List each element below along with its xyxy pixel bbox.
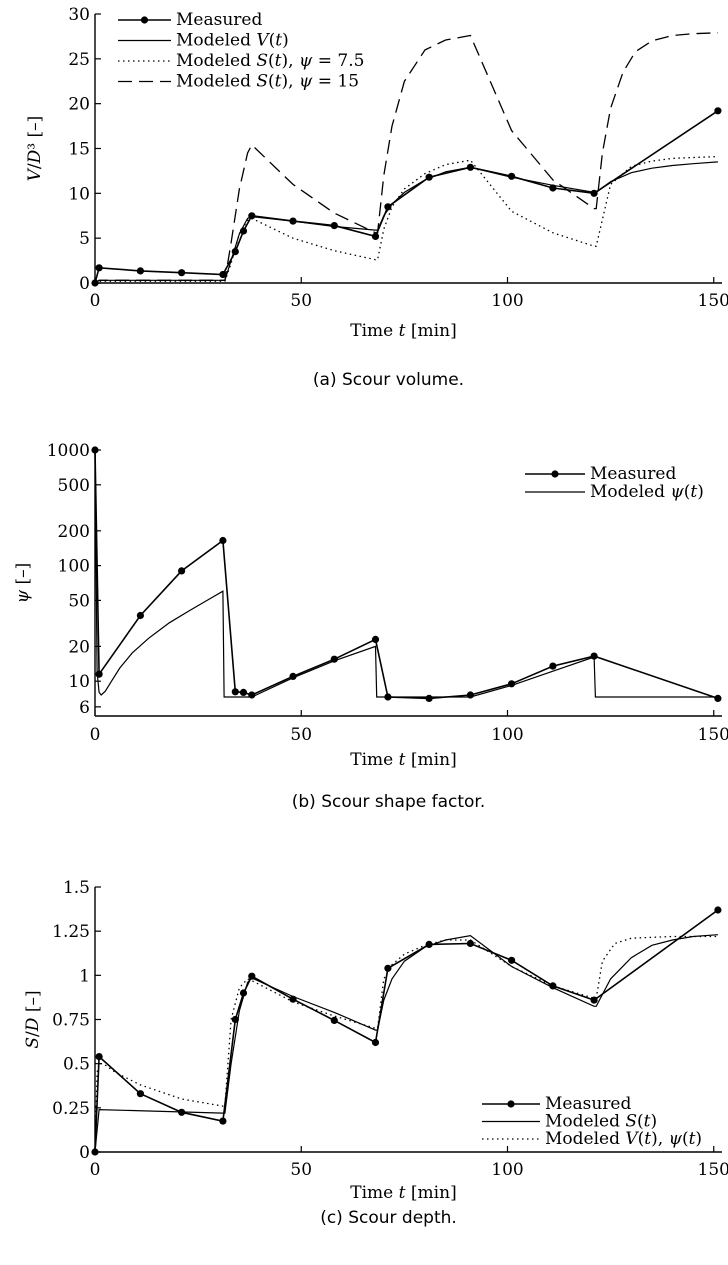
data-point: [136, 267, 144, 275]
x-axis-label: Time t [min]: [350, 321, 456, 341]
y-tick-label: 20: [68, 637, 90, 657]
data-point: [384, 203, 392, 211]
y-tick-label: 10: [68, 184, 90, 204]
series-line-2: [94, 449, 718, 698]
y-tick-label: 200: [58, 522, 90, 542]
data-point: [330, 222, 338, 230]
x-axis-label: Time t [min]: [350, 750, 456, 770]
legend-label: Modeled S(t), ψ = 7.5: [176, 51, 364, 71]
chart-caption: (c) Scour depth.: [320, 1208, 457, 1228]
data-point: [714, 694, 722, 703]
data-point: [371, 635, 380, 644]
x-axis-label: Time t [min]: [350, 1183, 456, 1203]
x-tick-label: 150: [698, 1160, 728, 1180]
x-tick-label: 150: [698, 725, 728, 745]
data-point: [330, 1016, 338, 1024]
data-point: [231, 688, 239, 696]
y-tick-label: 10: [68, 672, 90, 692]
y-tick-label: 15: [68, 140, 90, 160]
legend-label: Modeled V(t): [176, 31, 289, 51]
data-point: [231, 1015, 239, 1024]
y-tick-label: 25: [68, 50, 90, 70]
series-line-2: [94, 934, 718, 1153]
y-tick-label: 1: [79, 966, 90, 986]
data-point: [178, 269, 186, 277]
chart-caption: (a) Scour volume.: [313, 370, 464, 390]
data-point: [136, 1090, 144, 1098]
x-tick-label: 50: [290, 725, 312, 745]
data-point: [714, 906, 722, 914]
data-point: [239, 688, 248, 697]
legend-label: Measured: [176, 10, 262, 30]
x-tick-label: 100: [491, 1160, 523, 1180]
legend-marker: [507, 1100, 515, 1108]
data-point: [219, 270, 227, 279]
y-tick-label: 0.5: [63, 1055, 90, 1075]
y-tick-label: 1.25: [52, 922, 90, 942]
y-tick-label: 0.75: [52, 1011, 90, 1031]
data-point: [95, 1053, 103, 1061]
legend-label: Modeled S(t), ψ = 15: [176, 72, 359, 92]
y-tick-label: 100: [58, 557, 90, 577]
y-tick-label: 0: [79, 274, 90, 294]
x-tick-label: 50: [290, 291, 312, 311]
series-line-1: [94, 909, 719, 1153]
series-line-1: [94, 449, 719, 700]
series-line-2: [94, 161, 718, 284]
data-point: [714, 107, 722, 115]
y-tick-label: 0.25: [52, 1099, 90, 1119]
chart-panel-a: 0 50 100 150 0 5 10 15 20 25 30 Time t [min] V/D³ [–…: [25, 5, 728, 390]
data-point: [136, 611, 144, 620]
y-tick-label: 30: [68, 5, 90, 25]
data-point: [549, 982, 557, 990]
legend-label: Modeled V(t), ψ(t): [545, 1129, 702, 1149]
legend-label: Modeled S(t): [545, 1112, 657, 1132]
data-point: [508, 956, 516, 964]
x-tick-label: 150: [698, 291, 728, 311]
legend-label: Measured: [545, 1094, 631, 1114]
data-point: [178, 567, 186, 575]
data-point: [371, 232, 380, 240]
chart-panel-b: 0 50 100 150 6 10 20 50 100 200 500 1000 Time t [min…: [13, 441, 728, 812]
chart-panel-c: 0 50 100 150 0 0.25 0.5 0.75 1 1.25 1.5 Time t [min…: [23, 878, 728, 1228]
legend-marker: [140, 16, 149, 24]
y-tick-label: 0: [79, 1143, 90, 1163]
data-point: [95, 264, 103, 272]
data-point: [219, 1117, 227, 1125]
y-tick-label: 500: [58, 476, 90, 496]
y-tick-label: 1.5: [63, 878, 90, 898]
data-point: [219, 536, 227, 545]
data-point: [371, 1038, 380, 1047]
legend-label: Modeled ψ(t): [590, 482, 704, 502]
y-axis-label: V/D³ [–]: [25, 116, 45, 182]
data-point: [549, 662, 557, 670]
legend-label: Measured: [590, 464, 676, 484]
x-tick-label: 0: [90, 1160, 101, 1180]
x-tick-label: 100: [491, 291, 523, 311]
y-tick-label: 50: [68, 591, 90, 611]
y-tick-label: 5: [79, 229, 90, 249]
data-point: [466, 939, 474, 948]
chart-caption: (b) Scour shape factor.: [292, 792, 486, 812]
x-tick-label: 100: [491, 725, 523, 745]
legend-marker: [551, 470, 559, 478]
data-point: [248, 972, 256, 980]
x-tick-label: 0: [90, 725, 101, 745]
data-point: [590, 189, 598, 197]
series-line-1: [94, 110, 719, 284]
y-tick-label: 6: [79, 698, 90, 718]
y-tick-label: 20: [68, 95, 90, 115]
y-tick-label: 1000: [47, 441, 90, 461]
data-point: [425, 694, 433, 703]
series-line-4: [94, 32, 718, 284]
data-point: [384, 964, 392, 972]
x-tick-label: 50: [290, 1160, 312, 1180]
y-axis-label: ψ [–]: [13, 563, 33, 604]
x-tick-label: 0: [90, 291, 101, 311]
y-axis-label: S/D [–]: [23, 990, 43, 1048]
